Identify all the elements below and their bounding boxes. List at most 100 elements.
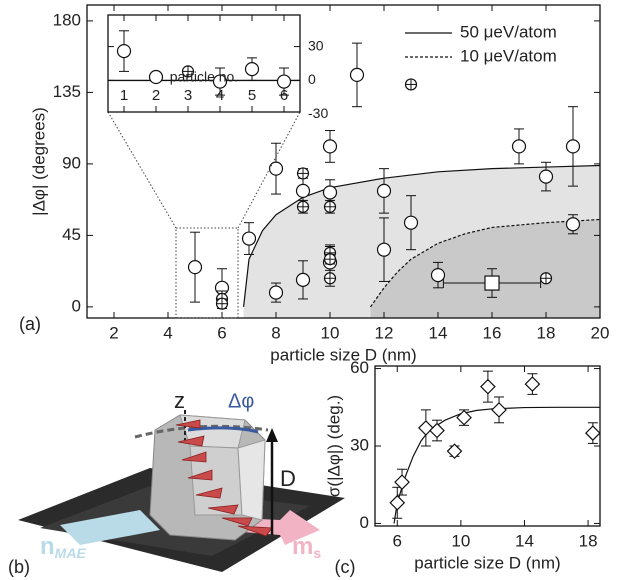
marker <box>430 268 446 283</box>
marker <box>244 62 260 77</box>
spin-chain <box>175 419 273 537</box>
y-tick-label: 30 <box>308 37 324 53</box>
moment-sub: s <box>313 545 321 561</box>
marker <box>349 67 365 83</box>
easy-axis-sub: MAE <box>55 545 87 561</box>
marker <box>524 376 541 392</box>
curve <box>370 218 601 308</box>
marker <box>276 74 292 89</box>
marker <box>215 297 229 310</box>
z-label: z <box>174 388 185 413</box>
particle-side <box>237 439 266 521</box>
angle-arc <box>187 426 259 434</box>
marker <box>480 378 496 395</box>
x-axis-label: particle size D (nm) <box>414 553 560 572</box>
x-tick-label: 4 <box>163 323 172 342</box>
marker <box>295 272 311 287</box>
x-tick-label: 5 <box>248 87 256 104</box>
marker <box>323 200 337 213</box>
y-tick-label: 90 <box>62 153 81 172</box>
marker <box>389 494 406 511</box>
marker <box>376 242 392 257</box>
y-tick-label: 180 <box>53 10 81 29</box>
marker <box>394 474 410 490</box>
legend-label: 50 μeV/atom <box>460 22 557 41</box>
x-tick-label: 16 <box>483 323 502 342</box>
marker <box>565 139 581 154</box>
inset-background <box>108 15 300 112</box>
marker <box>376 183 392 198</box>
marker <box>268 161 284 176</box>
top-plane <box>134 424 269 439</box>
moment-main: m <box>292 533 313 560</box>
marker <box>491 402 507 418</box>
x-tick-label: 6 <box>217 323 226 342</box>
marker <box>116 43 132 59</box>
y-tick-label: 30 <box>350 435 369 454</box>
marker <box>181 65 195 78</box>
angle-label: Δφ <box>228 390 254 412</box>
x-tick-label: 20 <box>591 323 610 342</box>
y-tick-label: 60 <box>350 358 369 377</box>
y-tick-label: 135 <box>53 82 81 101</box>
x-tick-label: 2 <box>109 323 118 342</box>
size-label: D <box>280 466 296 491</box>
moment-label: ms <box>292 533 321 560</box>
x-tick-label: 12 <box>375 323 394 342</box>
zoom-box <box>175 227 239 319</box>
x-axis-label: particle no. <box>170 69 238 85</box>
x-tick-label: 6 <box>393 531 402 550</box>
marker <box>296 200 310 213</box>
zoom-line <box>107 111 177 229</box>
curve-area <box>370 219 600 318</box>
marker <box>148 69 164 85</box>
plot-frame <box>86 4 601 319</box>
marker <box>322 185 338 200</box>
marker <box>295 183 311 198</box>
marker <box>322 139 338 154</box>
panel-label: (a) <box>19 314 41 334</box>
easy-axis-label: nMAE <box>40 533 86 560</box>
marker <box>241 231 257 246</box>
y-tick-label: 45 <box>62 225 81 244</box>
zoom-line <box>237 111 301 229</box>
y-axis-label: σ(|Δφ|) (deg.) <box>324 395 343 497</box>
y-axis-label: |Δφ| (degrees) <box>29 107 48 216</box>
y-tick-label: 0 <box>308 71 316 87</box>
easy-axis-arrow <box>60 510 160 545</box>
x-tick-label: 10 <box>451 531 470 550</box>
legend-label: 10 μeV/atom <box>460 46 557 65</box>
marker <box>511 139 527 154</box>
marker <box>446 443 463 460</box>
marker <box>323 272 337 285</box>
marker <box>456 409 472 426</box>
x-tick-label: 18 <box>537 323 556 342</box>
marker <box>187 260 203 275</box>
x-tick-label: 10 <box>321 323 340 342</box>
marker <box>268 285 284 300</box>
marker <box>296 167 310 180</box>
x-tick-label: 2 <box>152 87 160 104</box>
x-tick-label: 18 <box>579 531 598 550</box>
x-axis-label: particle size D (nm) <box>270 345 416 364</box>
y-tick-label: 0 <box>72 296 81 315</box>
illustration: z Δφ D nMAE ms (b) <box>8 388 345 577</box>
y-tick-label: -30 <box>308 105 328 121</box>
marker <box>212 74 228 89</box>
marker <box>539 272 553 285</box>
x-tick-label: 1 <box>120 87 128 104</box>
plot-frame <box>107 14 301 113</box>
y-tick-label: 0 <box>360 513 369 532</box>
panel-label: (c) <box>335 557 356 577</box>
marker <box>429 422 445 439</box>
marker <box>565 217 581 232</box>
size-arrow-head <box>266 428 278 442</box>
marker <box>584 425 601 441</box>
x-tick-label: 8 <box>271 323 280 342</box>
panel-label: (b) <box>8 557 30 577</box>
easy-axis-main: n <box>40 533 55 560</box>
x-tick-label: 14 <box>515 531 534 550</box>
marker <box>404 78 418 91</box>
